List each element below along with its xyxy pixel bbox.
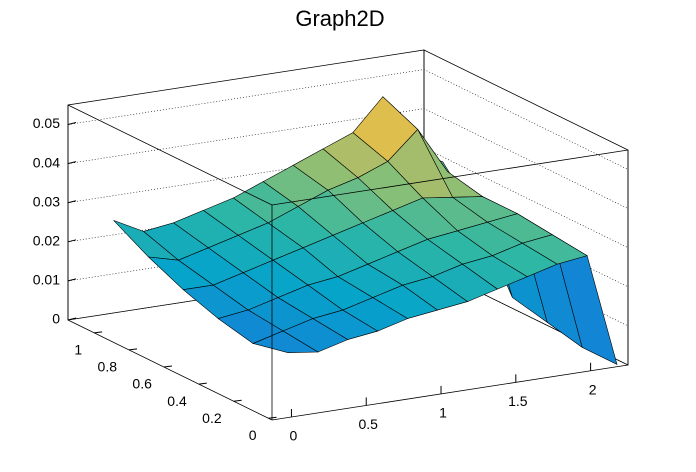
x-tick-label: 0	[290, 428, 298, 444]
y-tick-label: 0.4	[167, 393, 187, 409]
z-tick	[67, 200, 77, 204]
z-tick-label: 0	[52, 311, 60, 327]
y-tick	[198, 382, 207, 385]
y-tick	[128, 348, 138, 351]
x-tick-label: 2	[589, 381, 597, 397]
y-tick-label: 0	[249, 427, 257, 443]
z-tick	[67, 161, 77, 165]
y-tick-label: 0.8	[98, 359, 118, 375]
y-tick-label: 0.2	[202, 410, 222, 426]
y-tick-label: 1	[74, 342, 82, 358]
x-tick-label: 1.5	[508, 393, 528, 409]
z-tick-label: 0.05	[33, 115, 60, 131]
y-tick	[233, 399, 242, 402]
z-tick	[67, 317, 77, 321]
floor-edge	[67, 319, 273, 421]
y-tick	[94, 331, 103, 334]
x-tick-label: 1	[439, 405, 447, 421]
floor-edge	[271, 364, 629, 421]
grid-line	[67, 69, 629, 170]
z-tick	[67, 239, 77, 243]
y-tick	[163, 365, 172, 368]
grid-line	[67, 108, 629, 209]
y-tick-label: 0.6	[132, 376, 152, 392]
x-tick-label: 0.5	[359, 416, 379, 432]
y-tick	[268, 416, 277, 419]
z-tick	[67, 278, 77, 282]
chart-title: Graph2D	[295, 6, 384, 31]
surface-cell	[252, 330, 319, 354]
z-tick-label: 0.02	[33, 233, 60, 249]
box-edge	[67, 104, 629, 206]
z-tick-label: 0.04	[33, 154, 60, 170]
z-tick-label: 0.01	[33, 272, 60, 288]
z-tick	[67, 122, 77, 126]
z-tick-label: 0.03	[33, 193, 60, 209]
